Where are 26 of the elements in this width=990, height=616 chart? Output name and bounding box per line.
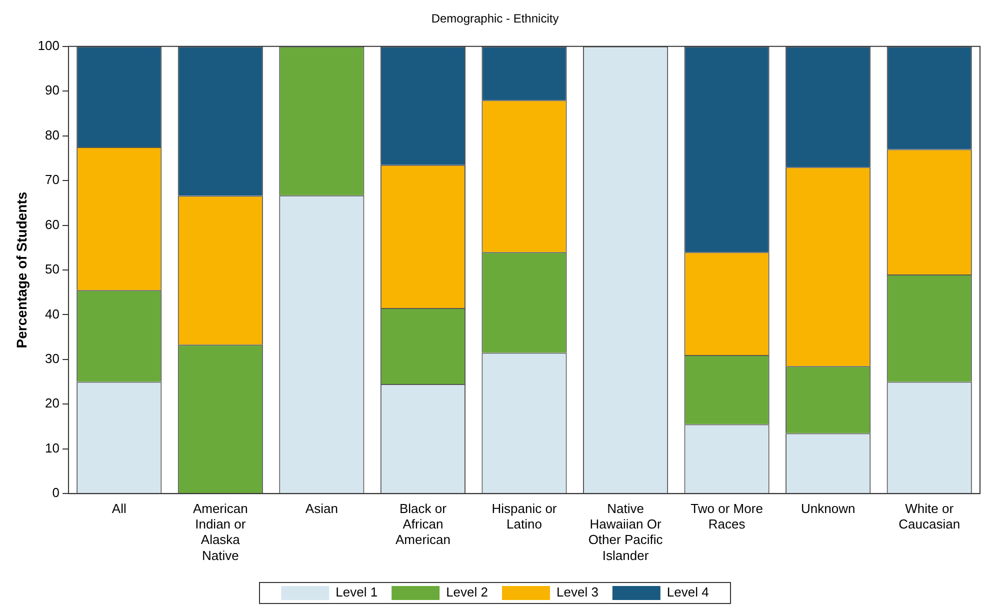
y-tick-label: 30 xyxy=(45,351,60,366)
legend-label: Level 4 xyxy=(666,584,709,600)
x-tick-label: American Indian or Alaska Native xyxy=(192,500,248,563)
chart-title: Demographic - Ethnicity xyxy=(431,12,559,26)
x-tick-label: Black or African American xyxy=(396,500,450,548)
x-tick-label: Native Hawaiian Or Other Pacific Islander xyxy=(588,500,664,563)
y-tick-label: 10 xyxy=(45,440,60,456)
y-tick-label: 50 xyxy=(45,262,60,277)
x-tick-label: Asian xyxy=(305,500,338,516)
y-tick-label: 40 xyxy=(45,306,60,322)
y-tick-label: 20 xyxy=(45,396,60,411)
y-tick-label: 60 xyxy=(45,216,60,232)
y-axis-title: Percentage of Students xyxy=(13,192,30,348)
y-tick-label: 70 xyxy=(45,172,60,188)
x-tick-label: White or Caucasian xyxy=(898,500,960,532)
x-tick-label: Hispanic or Latino xyxy=(492,500,558,532)
x-tick-label: Two or More Races xyxy=(690,500,763,532)
y-tick-label: 0 xyxy=(52,485,60,500)
y-tick-label: 100 xyxy=(38,38,60,53)
legend-label: Level 3 xyxy=(556,584,598,600)
x-tick-label: All xyxy=(112,500,126,516)
y-tick-label: 80 xyxy=(45,127,60,142)
legend-label: Level 2 xyxy=(446,584,488,600)
y-tick-label: 90 xyxy=(45,82,60,98)
x-tick-label: Unknown xyxy=(800,500,856,516)
legend-label: Level 1 xyxy=(336,584,378,600)
